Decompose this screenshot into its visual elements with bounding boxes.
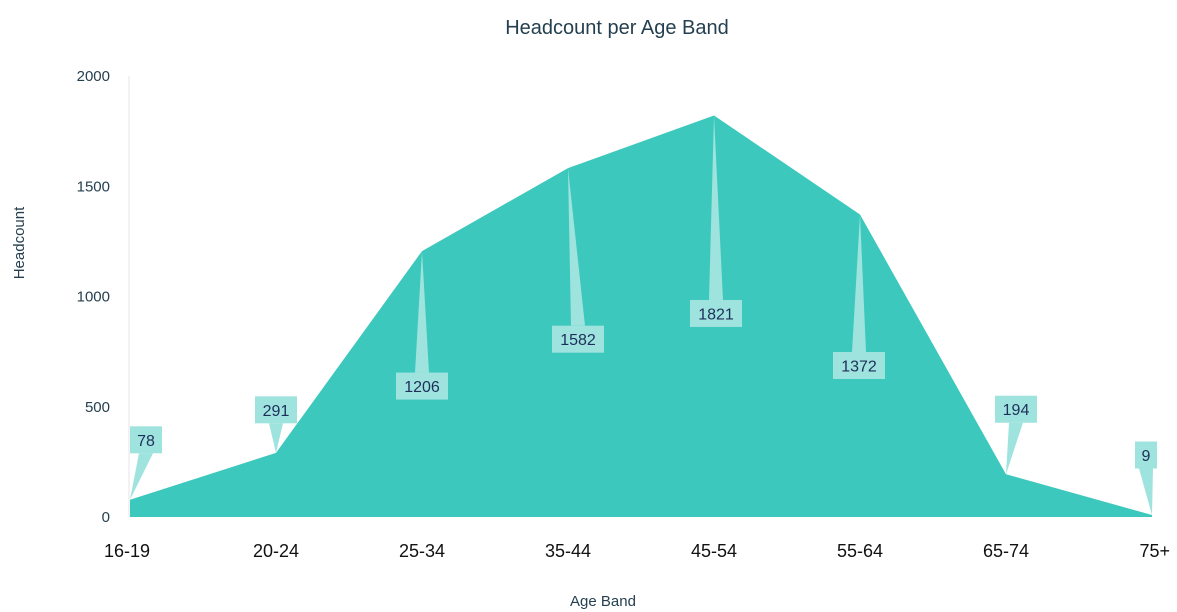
data-callout-box	[690, 299, 742, 327]
data-callout-pointer	[1006, 422, 1023, 475]
data-label: 78	[137, 433, 155, 450]
data-callout-box	[833, 351, 885, 379]
y-tick-label: 0	[102, 509, 110, 526]
data-callout-box	[130, 426, 162, 454]
data-callout-box	[255, 396, 297, 424]
data-labels: 78 291 1206 1582 1821 1372 194 9	[130, 115, 1157, 516]
data-callout-pointer	[1139, 468, 1153, 516]
data-callout-pointer	[852, 214, 866, 352]
x-tick-label: 65-74	[983, 541, 1029, 561]
data-label: 1206	[404, 379, 440, 396]
y-tick-label: 500	[85, 399, 110, 416]
y-ticks: 0 500 1000 1500 2000	[77, 68, 110, 526]
x-tick-label: 55-64	[837, 541, 883, 561]
data-label: 194	[1003, 402, 1030, 419]
y-tick-label: 1500	[77, 178, 110, 195]
data-callout-box	[1135, 441, 1157, 469]
y-axis-title: Headcount	[11, 206, 28, 279]
data-callout-pointer	[709, 115, 723, 300]
data-callout-pointer	[130, 453, 153, 500]
x-tick-label: 35-44	[545, 541, 591, 561]
x-axis-title: Age Band	[570, 593, 636, 610]
data-callout-pointer	[568, 168, 585, 326]
x-tick-label: 25-34	[399, 541, 445, 561]
area-layer	[130, 115, 1152, 518]
y-tick-label: 1000	[77, 289, 110, 306]
data-label: 1372	[841, 358, 877, 375]
x-tick-label: 16-19	[104, 541, 150, 561]
x-tick-label: 20-24	[253, 541, 299, 561]
data-callout-pointer	[415, 251, 429, 373]
data-callout-box	[396, 372, 448, 400]
data-label: 291	[263, 403, 290, 420]
data-label: 1582	[560, 332, 596, 349]
data-callout-pointer	[269, 423, 283, 453]
headcount-area	[130, 115, 1152, 518]
data-label: 9	[1142, 448, 1151, 465]
y-tick-label: 2000	[77, 68, 110, 85]
data-callout-box	[995, 395, 1037, 423]
chart-title: Headcount per Age Band	[505, 17, 729, 39]
x-tick-label: 45-54	[691, 541, 737, 561]
data-label: 1821	[698, 306, 734, 323]
x-tick-label: 75+	[1139, 541, 1170, 561]
data-callout-box	[552, 325, 604, 353]
x-ticks: 16-19 20-24 25-34 35-44 45-54 55-64 65-74 75+	[104, 541, 1170, 561]
